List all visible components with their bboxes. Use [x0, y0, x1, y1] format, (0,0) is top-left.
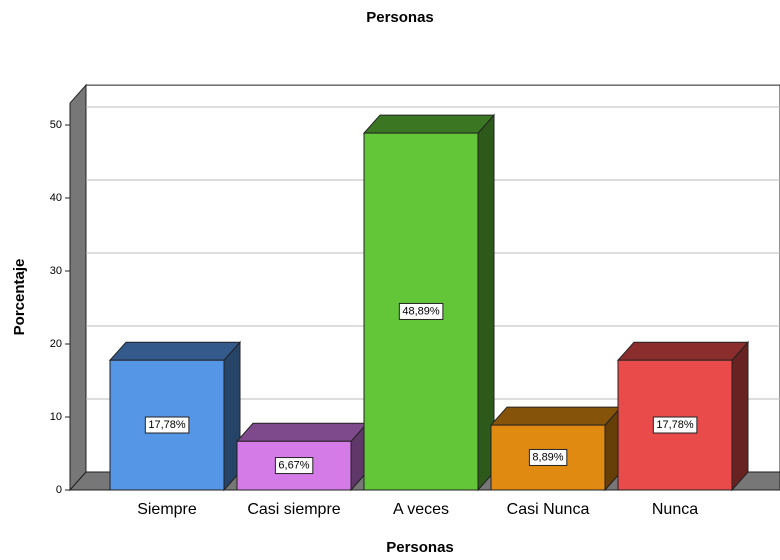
y-tick-label: 30: [50, 265, 62, 277]
y-tick-label: 0: [56, 484, 62, 496]
value-label: 48,89%: [402, 305, 440, 317]
bar-side: [731, 340, 749, 492]
x-tick-label: Nunca: [652, 501, 698, 518]
value-label-box: [274, 457, 314, 475]
x-tick-label: A veces: [393, 501, 449, 518]
y-tick-label: 20: [50, 338, 62, 350]
x-tick-label: Siempre: [137, 501, 197, 518]
bar-top: [489, 406, 623, 426]
bar-top: [108, 341, 242, 361]
x-tick-label: Casi siempre: [247, 501, 340, 518]
chart-title: Personas: [366, 9, 434, 26]
y-axis-label: Porcentaje: [11, 259, 28, 336]
y-tick-label: 40: [50, 192, 62, 204]
value-label: 6,67%: [278, 460, 309, 472]
value-label-box: [652, 416, 698, 434]
x-axis-label: Personas: [386, 539, 454, 556]
value-label: 8,89%: [532, 451, 563, 463]
bar-top: [616, 341, 750, 361]
x-tick-label: Casi Nunca: [507, 501, 590, 518]
value-label-box: [398, 302, 444, 320]
bar-top: [235, 422, 369, 442]
y-tick-label: 50: [50, 119, 62, 131]
value-label-box: [528, 448, 568, 466]
value-label: 17,78%: [656, 419, 694, 431]
left-wall: [69, 83, 87, 492]
value-label: 17,78%: [148, 419, 186, 431]
y-tick-label: 10: [50, 411, 62, 423]
value-label-box: [144, 416, 190, 434]
bar-top: [362, 114, 496, 134]
